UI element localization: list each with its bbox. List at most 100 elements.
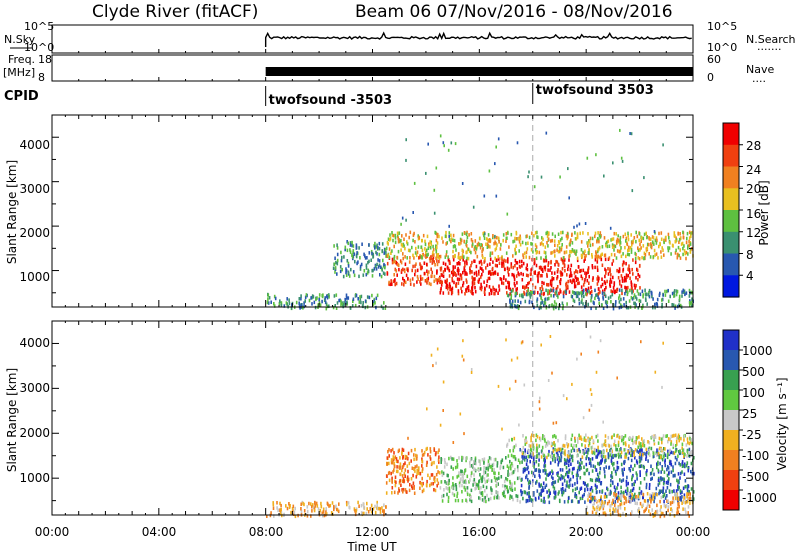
heat-cell-1 xyxy=(390,460,393,465)
heat-cell-4 xyxy=(394,236,397,240)
heat-cell-5 xyxy=(618,294,621,298)
heat-cell-0 xyxy=(357,500,359,505)
heat-cell-3 xyxy=(550,259,552,264)
sparse-cell xyxy=(483,194,486,198)
heat-cell-5 xyxy=(619,303,622,307)
heat-cell-3 xyxy=(546,282,548,287)
heat-cell-4 xyxy=(514,455,516,459)
heat-cell-2 xyxy=(497,495,499,500)
heat-cell-4 xyxy=(528,255,531,260)
power-cb-16: 16 xyxy=(746,207,761,221)
heat-cell-4 xyxy=(643,439,645,443)
heat-cell-5 xyxy=(661,298,663,302)
heat-cell-4 xyxy=(522,255,525,260)
heat-cell-2 xyxy=(395,269,398,273)
heat-cell-2 xyxy=(516,494,519,499)
heat-cell-3 xyxy=(540,489,543,493)
heat-cell-1 xyxy=(402,487,405,492)
heat-cell-3 xyxy=(612,259,615,263)
heat-cell-2 xyxy=(466,486,469,490)
heat-cell-4 xyxy=(463,231,466,235)
heat-cell-5 xyxy=(582,288,585,293)
heat-cell-0 xyxy=(333,504,335,509)
heat-cell-1 xyxy=(333,262,336,266)
heat-cell-4 xyxy=(541,236,543,240)
heat-cell-4 xyxy=(581,443,583,447)
heat-cell-4 xyxy=(487,233,490,237)
heat-cell-4 xyxy=(495,241,497,246)
heat-cell-3 xyxy=(632,486,635,491)
heat-cell-3 xyxy=(553,486,556,491)
heat-cell-5 xyxy=(630,295,633,300)
heat-cell-1 xyxy=(339,265,342,269)
heat-cell-3 xyxy=(630,287,633,291)
heat-cell-1 xyxy=(368,251,371,255)
heat-cell-3 xyxy=(439,291,442,295)
heat-cell-3 xyxy=(622,260,625,265)
freq-tick-low: 8 xyxy=(38,71,45,84)
heat-cell-2 xyxy=(464,486,467,490)
heat-cell-4 xyxy=(461,232,464,236)
heat-cell-5 xyxy=(609,504,611,508)
heat-cell-4 xyxy=(536,455,539,459)
heat-cell-3 xyxy=(582,268,585,273)
heat-cell-5 xyxy=(607,492,610,496)
heat-cell-3 xyxy=(446,287,449,291)
heat-cell-5 xyxy=(681,501,683,505)
nave-tick-low: 0 xyxy=(707,71,714,84)
xtick-16: 16:00 xyxy=(462,525,497,539)
heat-cell-1 xyxy=(437,458,440,462)
heat-cell-4 xyxy=(616,249,619,253)
heat-cell-3 xyxy=(486,279,489,283)
heat-cell-4 xyxy=(616,237,619,242)
heat-cell-3 xyxy=(510,265,512,269)
heat-cell-4 xyxy=(510,232,513,237)
heat-cell-4 xyxy=(521,240,524,245)
heat-cell-4 xyxy=(532,434,535,438)
heat-cell-2 xyxy=(496,492,499,497)
heat-cell-4 xyxy=(655,236,658,240)
heat-cell-4 xyxy=(561,236,563,241)
heat-cell-2 xyxy=(444,480,446,484)
heat-cell-4 xyxy=(634,251,636,256)
heat-cell-3 xyxy=(530,499,533,503)
heat-cell-5 xyxy=(540,305,542,310)
heat-cell-3 xyxy=(690,469,692,474)
heat-cell-0 xyxy=(385,505,387,509)
heat-cell-2 xyxy=(516,465,519,469)
heat-cell-5 xyxy=(656,492,658,497)
heat-cell-4 xyxy=(661,246,663,250)
heat-cell-4 xyxy=(502,233,505,237)
heat-cell-4 xyxy=(466,230,468,235)
heat-cell-4 xyxy=(680,242,683,246)
heat-cell-5 xyxy=(690,301,693,305)
freq-label-line1: Freq. xyxy=(8,53,35,66)
station-title: Clyde River (fitACF) xyxy=(92,2,258,22)
heat-cell-4 xyxy=(607,435,610,440)
heat-cell-3 xyxy=(523,458,526,462)
heat-cell-2 xyxy=(419,280,421,284)
heat-cell-4 xyxy=(424,247,426,251)
heat-cell-3 xyxy=(608,466,610,470)
heat-cell-3 xyxy=(599,451,601,455)
heat-cell-2 xyxy=(501,484,504,488)
heat-cell-3 xyxy=(539,475,541,479)
heat-cell-0 xyxy=(311,302,313,306)
heat-cell-3 xyxy=(605,494,608,499)
heat-cell-2 xyxy=(509,481,512,486)
heat-cell-4 xyxy=(455,248,457,252)
sparse-cell xyxy=(621,159,624,163)
heat-cell-3 xyxy=(573,281,576,285)
heat-cell-5 xyxy=(648,290,650,295)
heat-cell-2 xyxy=(394,267,397,272)
heat-cell-4 xyxy=(486,245,489,249)
heat-cell-2 xyxy=(511,488,514,492)
heat-cell-5 xyxy=(510,293,513,297)
heat-cell-4 xyxy=(474,245,477,249)
heat-cell-2 xyxy=(505,456,507,460)
heat-cell-3 xyxy=(679,491,682,495)
heat-cell-2 xyxy=(481,477,483,482)
sparse-cell xyxy=(518,423,520,427)
heat-cell-5 xyxy=(684,496,686,500)
heat-cell-4 xyxy=(496,243,498,247)
